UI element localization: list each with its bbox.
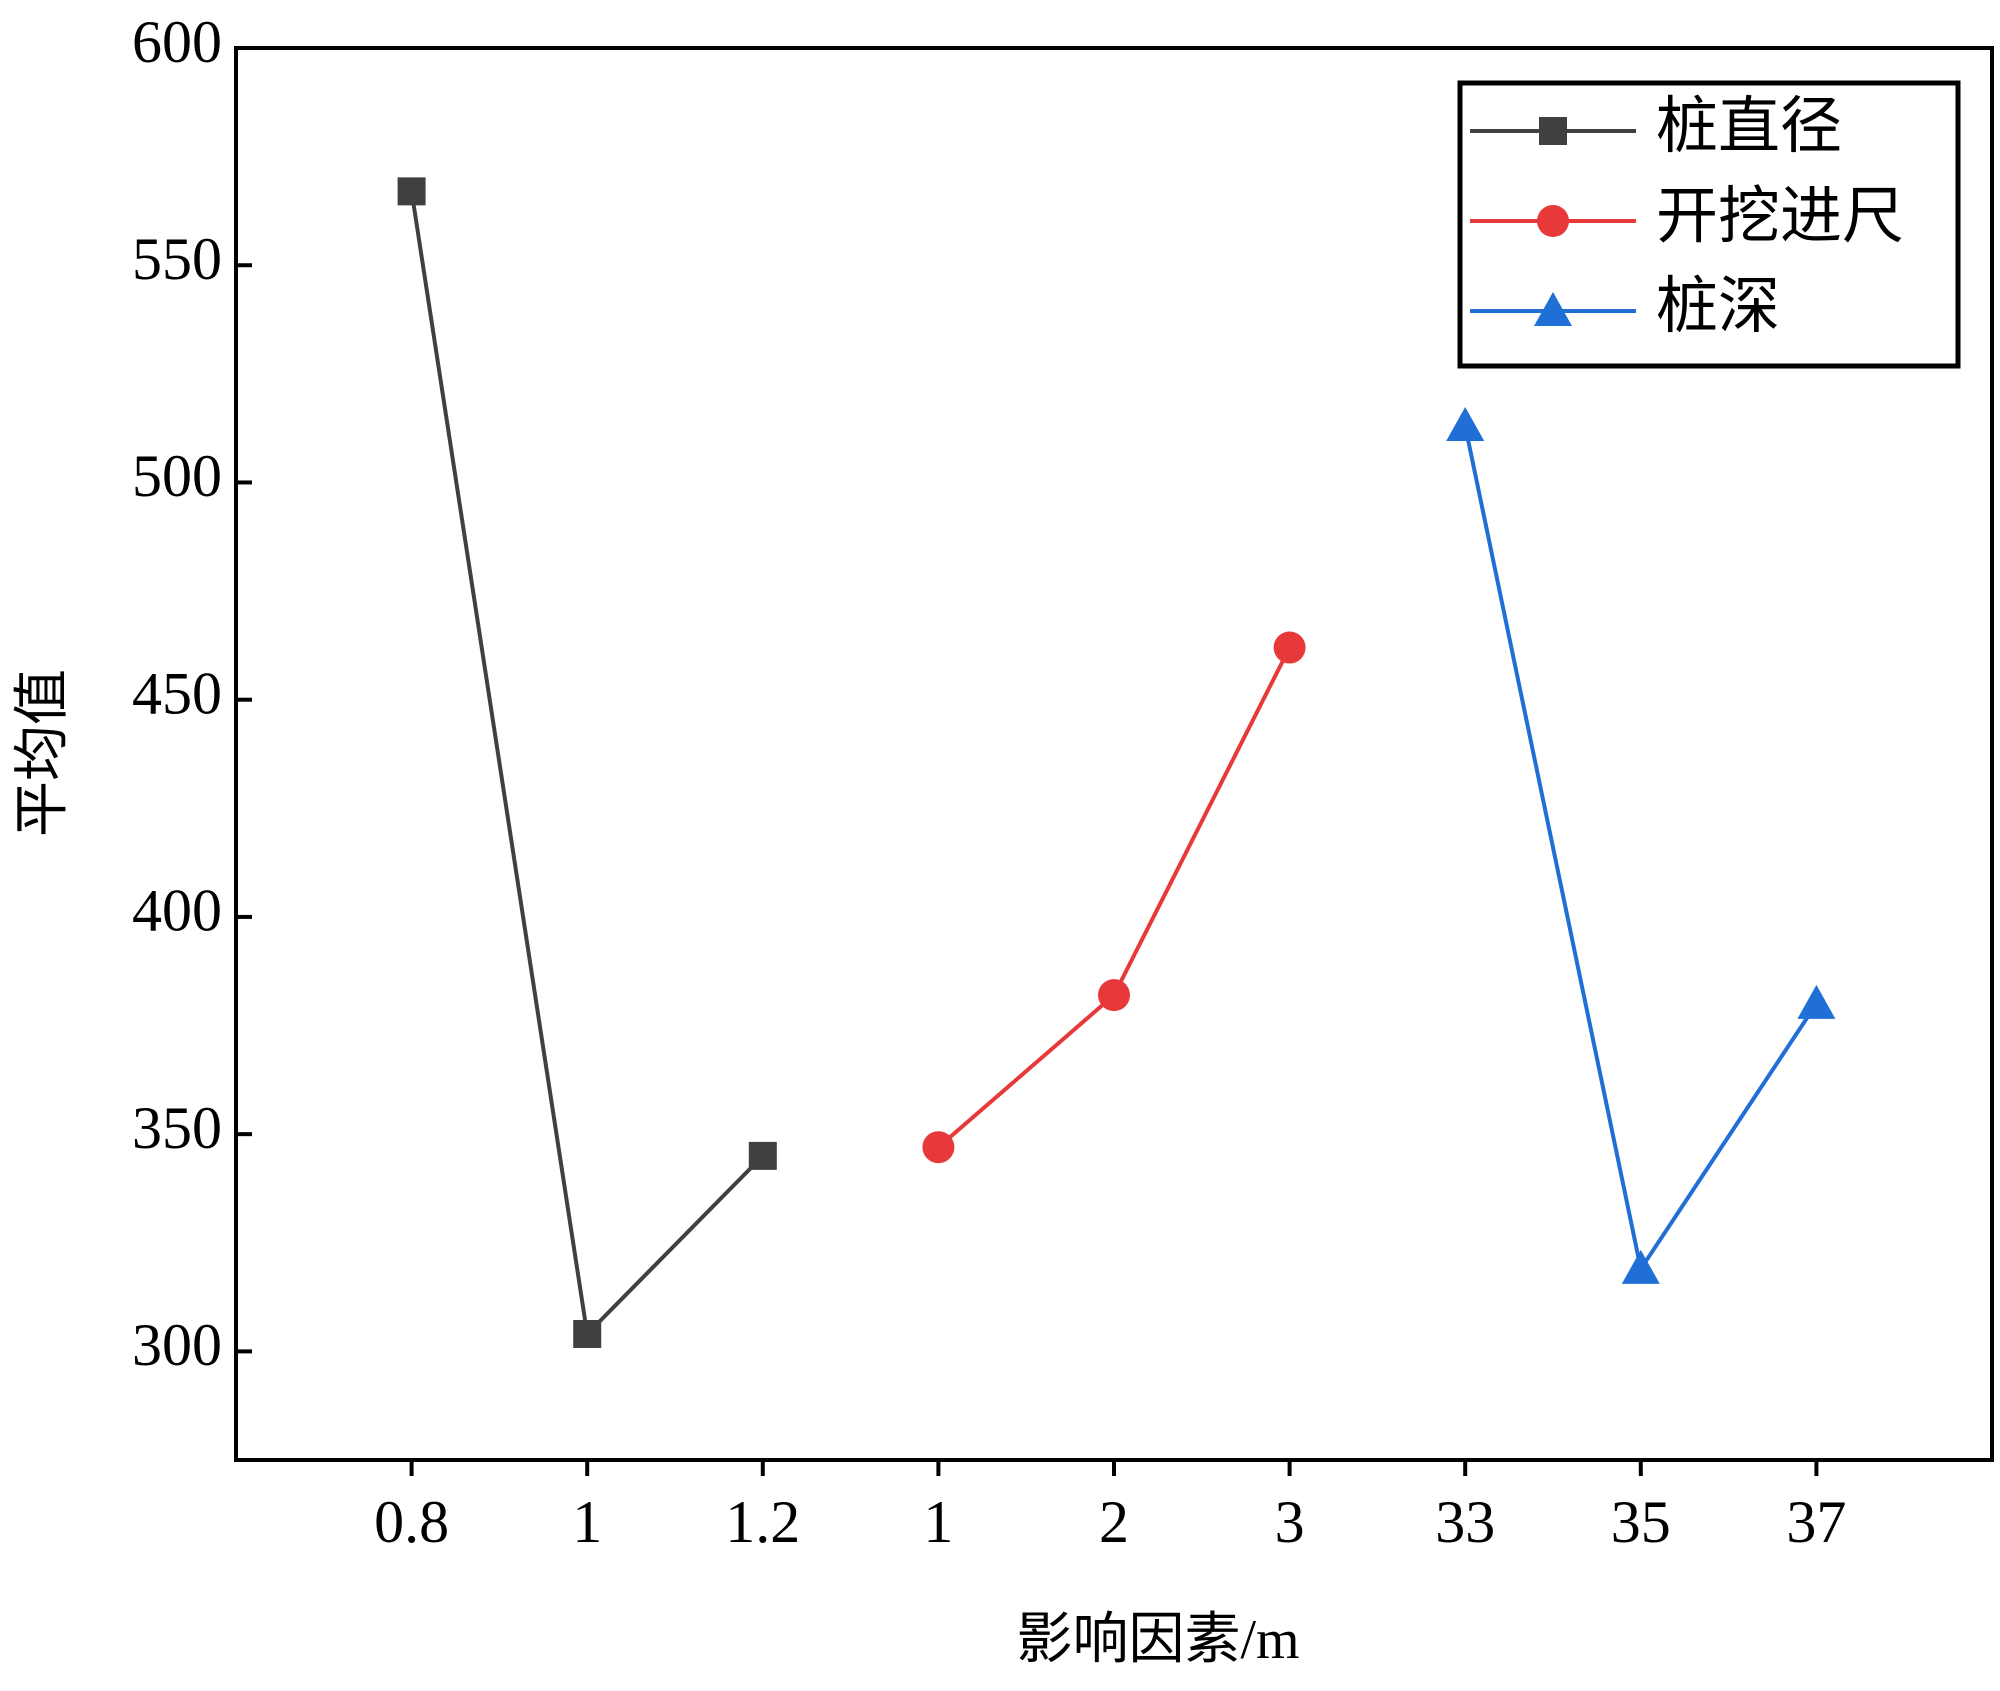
legend-marker [1537,205,1569,237]
data-point [1098,979,1130,1012]
y-tick-label: 500 [132,443,222,509]
y-tick-label: 300 [132,1312,222,1378]
series-line [409,191,765,1339]
x-tick-label: 2 [1099,1489,1129,1555]
x-tick-label: 1.2 [725,1489,800,1555]
legend-marker [1539,117,1567,145]
data-point [397,177,426,206]
data-point [1797,984,1836,1019]
legend-marker [1534,292,1572,326]
y-axis-label: 平均值 [12,669,74,837]
x-tick-label: 1 [923,1489,953,1555]
x-tick-label: 1 [572,1489,602,1555]
x-axis-label: 影响因素/m [1016,1609,1299,1671]
y-tick-label: 550 [132,226,222,292]
data-point [748,1141,777,1170]
legend-label: 桩深 [1656,273,1780,341]
x-tick-label: 35 [1611,1489,1671,1555]
data-point [1446,406,1485,441]
x-tick-label: 3 [1275,1489,1305,1555]
series-line [937,646,1292,1149]
data-point [573,1320,602,1349]
y-tick-label: 400 [132,878,222,944]
data-point [1621,1249,1660,1284]
x-tick-label: 37 [1786,1489,1846,1555]
y-tick-label: 600 [132,9,222,75]
data-point [922,1131,955,1164]
legend-label: 开挖进尺 [1656,183,1904,251]
legend-label: 桩直径 [1656,93,1842,161]
x-tick-label: 0.8 [374,1489,449,1555]
data-point [1273,631,1306,664]
series-line [1463,425,1819,1274]
y-tick-label: 350 [132,1095,222,1161]
x-tick-label: 33 [1435,1489,1495,1555]
y-tick-label: 450 [132,660,222,726]
